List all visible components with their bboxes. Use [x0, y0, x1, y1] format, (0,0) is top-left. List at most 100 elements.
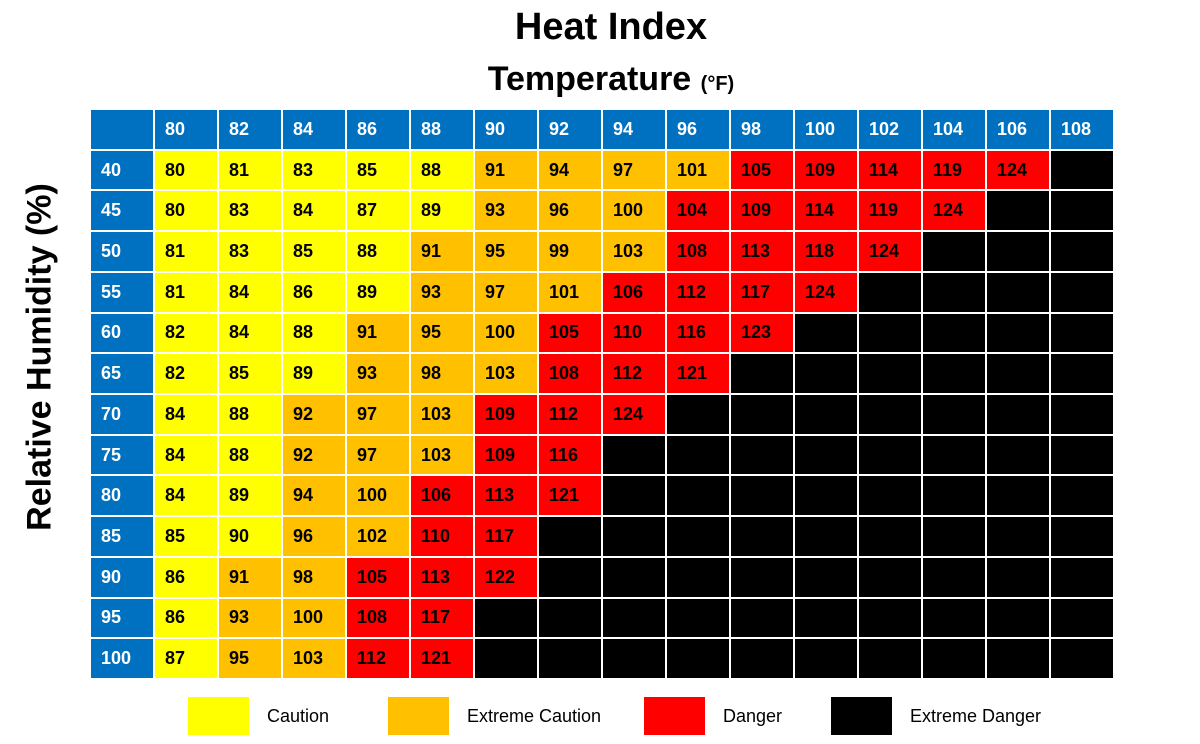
heat-index-cell: 89 — [219, 476, 281, 516]
legend-item-danger: Danger — [644, 697, 782, 735]
heat-index-cell — [795, 639, 857, 678]
heat-index-cell — [603, 435, 665, 475]
heat-index-cell — [667, 395, 729, 434]
heat-index-cell — [539, 517, 601, 556]
heat-index-cell — [795, 354, 857, 393]
humidity-header: 50 — [91, 232, 153, 271]
y-axis-title: Relative Humidity (%) — [20, 183, 59, 531]
temperature-header: 98 — [731, 110, 793, 149]
heat-index-cell: 98 — [283, 557, 345, 597]
heat-index-cell — [859, 639, 921, 678]
heat-index-cell — [987, 517, 1049, 556]
heat-index-cell: 103 — [283, 639, 345, 678]
heat-index-cell: 113 — [731, 232, 793, 271]
temperature-header: 92 — [539, 110, 601, 149]
heat-index-cell: 116 — [667, 313, 729, 353]
heat-index-cell — [731, 354, 793, 393]
heat-index-cell: 110 — [411, 517, 473, 556]
heat-index-cell — [795, 476, 857, 516]
heat-index-cell: 96 — [283, 517, 345, 556]
heat-index-cell: 103 — [475, 354, 537, 393]
heat-index-cell — [603, 639, 665, 678]
heat-index-cell — [923, 557, 985, 597]
heat-index-cell: 80 — [155, 191, 217, 231]
heat-index-cell — [923, 476, 985, 516]
heat-index-cell: 83 — [219, 191, 281, 231]
heat-index-cell — [731, 435, 793, 475]
heat-index-cell — [923, 272, 985, 312]
temperature-header: 100 — [795, 110, 857, 149]
legend-swatch-extreme-caution — [388, 697, 449, 735]
heat-index-cell: 117 — [411, 598, 473, 638]
heat-index-cell — [923, 232, 985, 271]
humidity-header: 100 — [91, 639, 153, 678]
heat-index-cell — [1051, 150, 1113, 190]
heat-index-cell — [987, 313, 1049, 353]
heat-index-cell: 110 — [603, 313, 665, 353]
heat-index-cell: 96 — [539, 191, 601, 231]
heat-index-cell — [1051, 232, 1113, 271]
chart-title: Heat Index — [514, 6, 708, 48]
heat-index-cell — [667, 639, 729, 678]
heat-index-cell — [795, 313, 857, 353]
temperature-header: 108 — [1051, 110, 1113, 149]
heat-index-cell — [987, 232, 1049, 271]
heat-index-cell — [987, 191, 1049, 231]
heat-index-cell — [1051, 354, 1113, 393]
heat-index-cell: 84 — [283, 191, 345, 231]
heat-index-cell — [1051, 557, 1113, 597]
heat-index-cell: 100 — [283, 598, 345, 638]
heat-index-cell: 103 — [603, 232, 665, 271]
heat-index-cell — [987, 476, 1049, 516]
heat-index-cell: 109 — [475, 395, 537, 434]
heat-index-cell — [923, 354, 985, 393]
legend-label-extreme-caution: Extreme Caution — [467, 705, 602, 726]
heat-index-cell: 121 — [539, 476, 601, 516]
heat-index-cell: 91 — [411, 232, 473, 271]
heat-index-cell: 83 — [283, 150, 345, 190]
temperature-header: 94 — [603, 110, 665, 149]
heat-index-cell: 109 — [795, 150, 857, 190]
heat-index-cell — [987, 354, 1049, 393]
heat-index-cell — [923, 517, 985, 556]
heat-index-cell — [923, 395, 985, 434]
heat-index-cell: 124 — [987, 150, 1049, 190]
heat-index-cell: 94 — [283, 476, 345, 516]
heat-index-cell: 99 — [539, 232, 601, 271]
temperature-header: 84 — [283, 110, 345, 149]
humidity-header: 90 — [91, 557, 153, 597]
heat-index-cell: 103 — [411, 395, 473, 434]
heat-index-cell: 114 — [859, 150, 921, 190]
heat-index-cell: 118 — [795, 232, 857, 271]
legend-label-caution: Caution — [267, 705, 330, 726]
heat-index-cell: 100 — [475, 313, 537, 353]
temperature-header: 86 — [347, 110, 409, 149]
x-axis-title: Temperature (°F) — [0, 60, 1200, 99]
heat-index-cell — [987, 395, 1049, 434]
heat-index-cell — [795, 517, 857, 556]
heat-index-cell: 113 — [411, 557, 473, 597]
heat-index-cell: 121 — [667, 354, 729, 393]
heat-index-cell: 123 — [731, 313, 793, 353]
heat-index-cell: 86 — [283, 272, 345, 312]
heat-index-cell: 112 — [539, 395, 601, 434]
heat-index-cell: 84 — [219, 272, 281, 312]
legend-label-danger: Danger — [723, 705, 783, 726]
heat-index-cell: 121 — [411, 639, 473, 678]
heat-index-cell: 101 — [539, 272, 601, 312]
heat-index-cell — [731, 395, 793, 434]
humidity-header: 45 — [91, 191, 153, 231]
heat-index-cell: 90 — [219, 517, 281, 556]
heat-index-cell: 82 — [155, 354, 217, 393]
heat-index-cell — [731, 598, 793, 638]
heat-index-cell: 94 — [539, 150, 601, 190]
heat-index-cell — [667, 517, 729, 556]
heat-index-cell: 86 — [155, 598, 217, 638]
humidity-header: 40 — [91, 150, 153, 190]
heat-index-cell — [539, 557, 601, 597]
heat-index-cell: 81 — [155, 272, 217, 312]
heat-index-cell — [859, 395, 921, 434]
heat-index-cell: 112 — [603, 354, 665, 393]
humidity-header: 75 — [91, 435, 153, 475]
heat-index-cell: 97 — [603, 150, 665, 190]
